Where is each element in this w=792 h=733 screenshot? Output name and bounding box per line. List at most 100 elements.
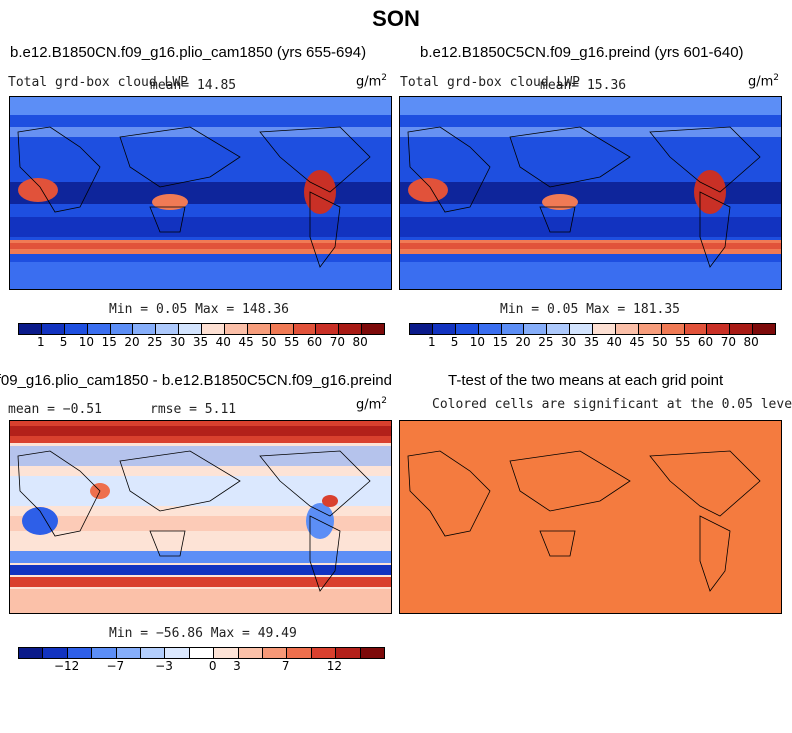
colorbar-swatch [684, 324, 708, 334]
panel3-rmse: rmse = 5.11 [150, 402, 237, 417]
colorbar-tick-label: 12 [326, 659, 342, 673]
colorbar-swatch [19, 324, 42, 334]
colorbar-swatch [311, 648, 337, 658]
colorbar-swatch [547, 324, 571, 334]
colorbar-tick-label: 20 [124, 335, 140, 349]
colorbar-tick-label: 1 [427, 335, 436, 349]
panel2-title: b.e12.B1850C5CN.f09_g16.preind (yrs 601-… [420, 44, 744, 61]
colorbar-swatch [270, 324, 294, 334]
colorbar-swatch [432, 324, 456, 334]
colorbar-swatch [41, 324, 65, 334]
panel1-colorbar [18, 323, 385, 335]
colorbar-swatch [593, 324, 616, 334]
map-panel-preind [399, 96, 782, 290]
colorbar-tick-label: 45 [238, 335, 254, 349]
panel3-units: g/m2 [356, 396, 388, 413]
colorbar-swatch [238, 648, 264, 658]
panel4-title: T-test of the two means at each grid poi… [448, 372, 724, 389]
cloud-lwp-difference-map [10, 421, 391, 613]
panel2-stats: Min = 0.05 Max = 181.35 [500, 302, 681, 317]
panel3-title: b.e12.B1850CN.f09_g16.plio_cam1850 - b.e… [0, 372, 392, 389]
colorbar-tick-label: −12 [53, 659, 80, 673]
colorbar-swatch [570, 324, 593, 334]
colorbar-tick-label: 80 [743, 335, 759, 349]
colorbar-swatch [707, 324, 731, 334]
colorbar-tick-label: 25 [538, 335, 554, 349]
colorbar-tick-label: 35 [583, 335, 600, 349]
panel1-stats: Min = 0.05 Max = 148.36 [109, 302, 290, 317]
colorbar-swatch [92, 648, 117, 658]
panel2-subtitle: Total grd-box cloud LWP [400, 75, 581, 90]
panel2-colorbar [409, 323, 776, 335]
colorbar-tick-label: −7 [106, 659, 125, 673]
colorbar-swatch [263, 648, 288, 658]
colorbar-tick-label: 15 [101, 335, 117, 349]
colorbar-swatch [179, 324, 202, 334]
colorbar-swatch [501, 324, 525, 334]
colorbar-tick-label: 45 [629, 335, 645, 349]
panel3-stats: Min = −56.86 Max = 49.49 [109, 626, 297, 641]
colorbar-swatch [455, 324, 479, 334]
colorbar-swatch [410, 324, 433, 334]
colorbar-swatch [133, 324, 157, 334]
panel3-colorbar [18, 647, 385, 659]
colorbar-tick-label: 55 [675, 335, 691, 349]
colorbar-swatch [524, 324, 548, 334]
colorbar-tick-label: 70 [720, 335, 737, 349]
panel2-colorbar-labels: 1 5 10 15 20 25 30 35 40 45 50 55 60 70 80 [409, 335, 774, 349]
colorbar-tick-label: 20 [515, 335, 531, 349]
colorbar-swatch [339, 324, 363, 334]
panel3-colorbar-labels: −12 −7 −3 0 3 7 12 [18, 659, 383, 673]
colorbar-swatch [478, 324, 502, 334]
colorbar-swatch [87, 324, 111, 334]
panel4-subtitle: Colored cells are significant at the 0.0… [432, 397, 792, 412]
panel2-mean: mean= 15.36 [540, 78, 627, 93]
colorbar-tick-label: −3 [155, 659, 173, 673]
colorbar-tick-label: 80 [352, 335, 368, 349]
colorbar-tick-label: 5 [59, 335, 68, 349]
colorbar-swatch [19, 648, 44, 658]
colorbar-swatch [247, 324, 271, 334]
colorbar-tick-label: 25 [147, 335, 163, 349]
colorbar-swatch [202, 324, 225, 334]
colorbar-swatch [316, 324, 340, 334]
figure-title: SON [372, 6, 420, 31]
cloud-lwp-map-plio [10, 97, 391, 289]
colorbar-swatch [730, 324, 754, 334]
colorbar-tick-label: 60 [697, 335, 714, 349]
colorbar-tick-label: 40 [606, 335, 622, 349]
colorbar-tick-label: 50 [261, 335, 277, 349]
panel1-colorbar-labels: 1 5 10 15 20 25 30 35 40 45 50 55 60 70 80 [18, 335, 383, 349]
panel1-units: g/m2 [356, 73, 388, 90]
colorbar-tick-label: 5 [450, 335, 459, 349]
colorbar-tick-label: 40 [215, 335, 231, 349]
panel3-title-text: b.e12.B1850CN.f09_g16.plio_cam1850 - b.e… [0, 372, 392, 389]
colorbar-swatch [116, 648, 142, 658]
panel1-mean: mean= 14.85 [150, 78, 237, 93]
colorbar-tick-label: 35 [192, 335, 209, 349]
colorbar-swatch [753, 324, 775, 334]
colorbar-tick-label: 60 [306, 335, 323, 349]
colorbar-swatch [64, 324, 88, 334]
colorbar-swatch [661, 324, 685, 334]
colorbar-swatch [214, 648, 239, 658]
colorbar-swatch [156, 324, 180, 334]
ttest-significance-map [400, 421, 781, 613]
colorbar-swatch [293, 324, 317, 334]
colorbar-tick-label: 3 [233, 659, 241, 673]
cloud-lwp-map-preind [400, 97, 781, 289]
colorbar-swatch [362, 324, 384, 334]
colorbar-swatch [336, 648, 361, 658]
colorbar-swatch [360, 648, 385, 658]
colorbar-tick-label: 70 [329, 335, 346, 349]
colorbar-tick-label: 1 [36, 335, 45, 349]
colorbar-tick-label: 10 [469, 335, 486, 349]
colorbar-tick-label: 55 [284, 335, 300, 349]
map-panel-difference [9, 420, 392, 614]
colorbar-tick-label: 10 [78, 335, 95, 349]
panel1-title: b.e12.B1850CN.f09_g16.plio_cam1850 (yrs … [10, 44, 367, 61]
colorbar-swatch [615, 324, 639, 334]
colorbar-swatch [287, 648, 312, 658]
colorbar-tick-label: 0 [208, 659, 217, 673]
colorbar-swatch [189, 648, 215, 658]
